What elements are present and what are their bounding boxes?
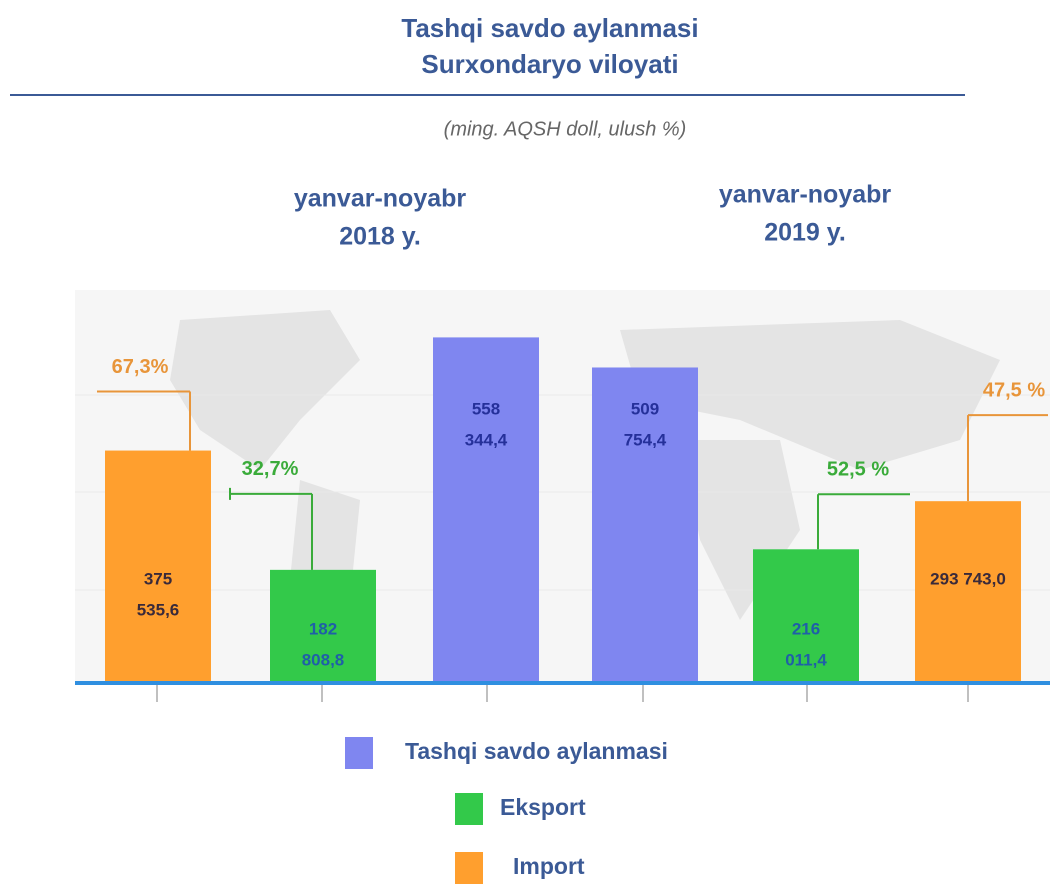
subtitle: (ming. AQSH doll, ulush %) [444, 118, 687, 140]
legend-swatch [455, 852, 483, 884]
value-label: 344,4 [465, 430, 508, 449]
share-bracket [97, 390, 191, 451]
bar [592, 367, 698, 683]
legend-swatch [455, 793, 483, 825]
share-label: 32,7% [242, 458, 299, 480]
group-title: 2018 y. [339, 223, 421, 251]
bar [915, 501, 1021, 683]
bar [270, 569, 376, 683]
legend-swatch [345, 737, 373, 769]
share-label: 52,5 % [827, 459, 889, 481]
bar [105, 450, 211, 683]
group-title: 2019 y. [764, 219, 846, 247]
legend-label: Tashqi savdo aylanmasi [405, 738, 668, 764]
bar [753, 549, 859, 683]
value-label: 011,4 [785, 650, 827, 669]
share-label: 67,3% [112, 356, 169, 378]
chart-title: Tashqi savdo aylanmasi [401, 13, 698, 43]
value-label: 509 [631, 399, 659, 418]
value-label: 375 [144, 569, 172, 588]
bar [433, 337, 539, 683]
share-bracket [229, 487, 313, 570]
x-ticks [156, 685, 969, 702]
share-label: 47,5 % [983, 379, 1045, 401]
group-title: yanvar-noyabr [719, 181, 892, 209]
share-bracket [817, 493, 910, 550]
legend-label: Import [513, 853, 585, 879]
value-label: 293 743,0 [930, 569, 1006, 588]
plot: 375 535,6 67,3% 182 808,8 32,7% 558 344,4 509 754… [97, 337, 1048, 683]
group-title: yanvar-noyabr [294, 185, 467, 213]
value-label: 535,6 [137, 600, 180, 619]
value-label: 754,4 [624, 430, 667, 449]
value-label: 558 [472, 399, 500, 418]
legend-label: Eksport [500, 794, 586, 820]
share-bracket [967, 414, 1048, 502]
chart-title: Surxondaryo viloyati [421, 49, 678, 79]
value-label: 182 [309, 619, 337, 638]
value-label: 808,8 [302, 650, 345, 669]
value-label: 216 [792, 619, 820, 638]
